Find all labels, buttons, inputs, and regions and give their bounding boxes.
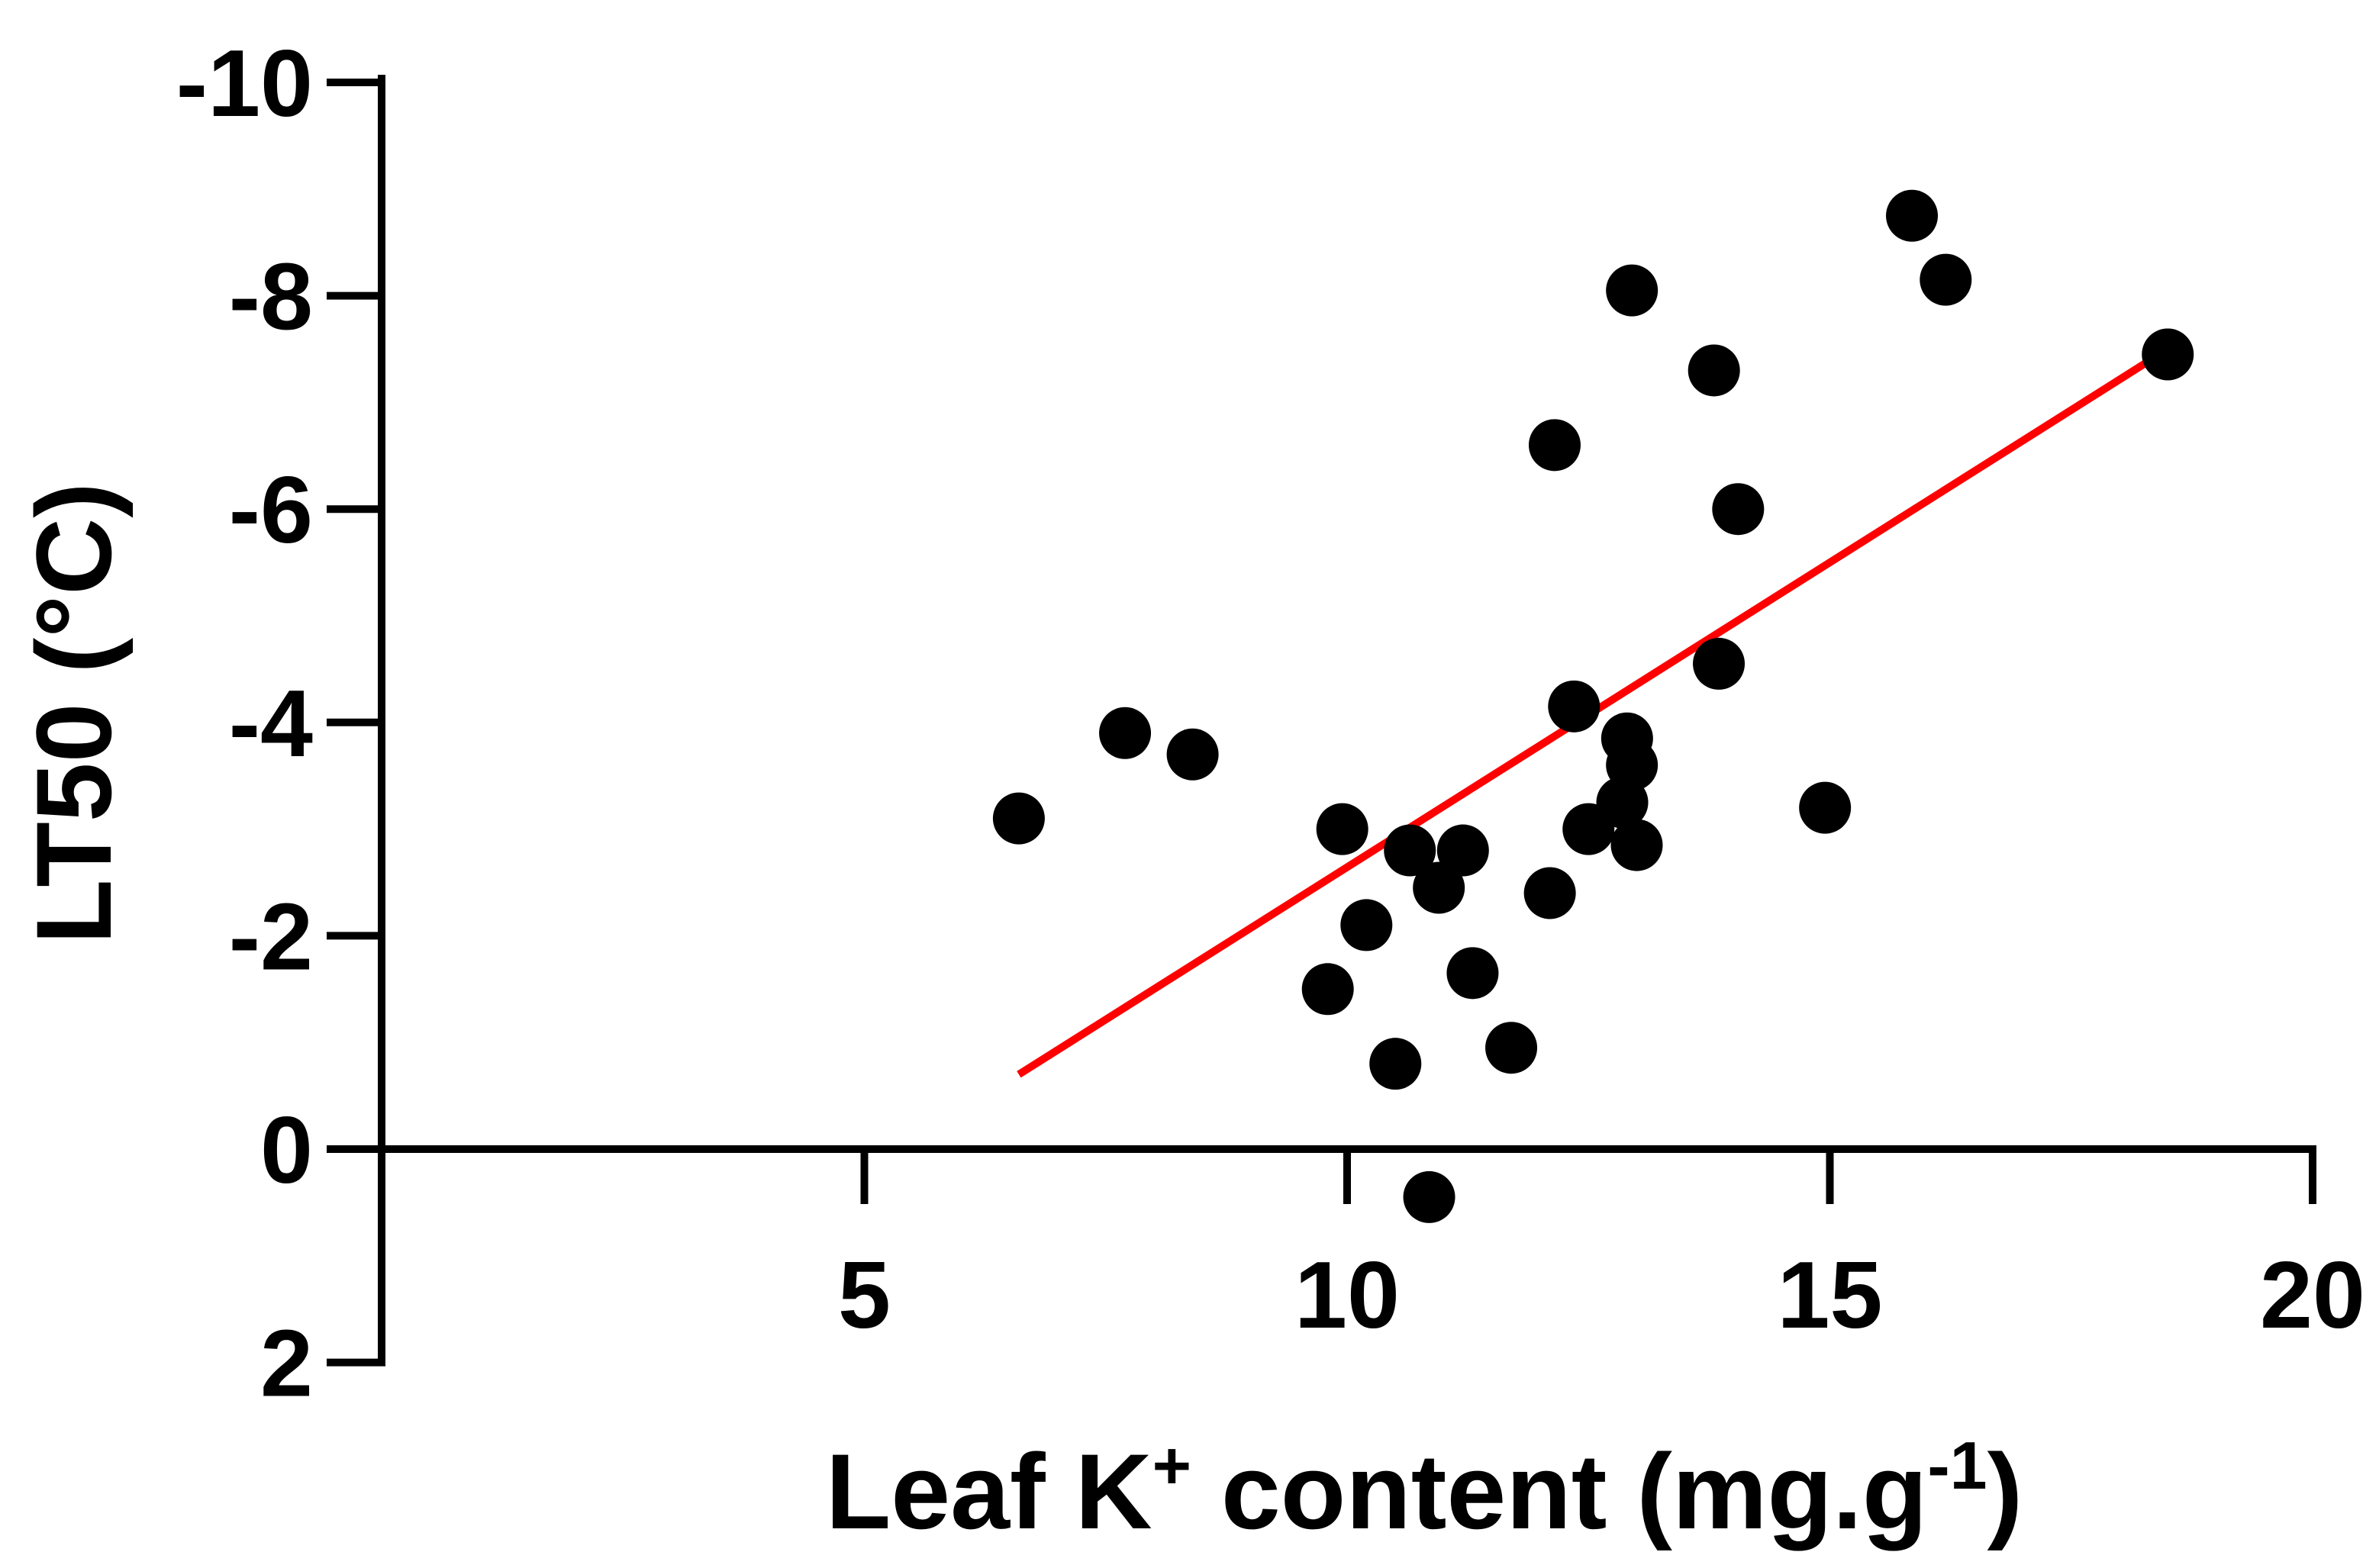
tick-labels: -10 -8 -6 -4 -2 0 2 5 10 15 20 bbox=[176, 31, 2365, 1417]
data-point bbox=[1528, 419, 1581, 472]
data-point bbox=[1340, 899, 1393, 951]
data-point bbox=[1413, 861, 1465, 914]
data-point bbox=[1548, 680, 1601, 732]
data-point bbox=[1369, 1038, 1422, 1090]
data-point bbox=[1384, 824, 1436, 877]
data-point bbox=[1606, 264, 1659, 317]
y-tick-label: 0 bbox=[260, 1098, 313, 1203]
y-tick-label: -6 bbox=[229, 458, 313, 563]
axes bbox=[327, 75, 2316, 1367]
data-point bbox=[1920, 253, 1972, 306]
data-point bbox=[1799, 781, 1852, 834]
data-point bbox=[2142, 328, 2194, 381]
data-point bbox=[1403, 1170, 1455, 1223]
x-title-sup2: -1 bbox=[1927, 1428, 1987, 1503]
y-tick-label: -10 bbox=[176, 31, 313, 137]
x-title-main: Leaf K bbox=[826, 1431, 1152, 1551]
data-point bbox=[1712, 483, 1765, 536]
data-point bbox=[1301, 963, 1354, 1016]
x-tick-label: 15 bbox=[1778, 1243, 1883, 1348]
y-tick-label: -2 bbox=[229, 884, 313, 990]
y-tick-label: 2 bbox=[260, 1312, 313, 1417]
x-title-after: content (mg.g bbox=[1191, 1431, 1927, 1551]
data-point bbox=[1693, 637, 1746, 690]
data-point bbox=[1523, 867, 1576, 919]
y-tick-label: -4 bbox=[229, 671, 313, 777]
data-points bbox=[992, 189, 2194, 1223]
y-tick-label: -8 bbox=[229, 245, 313, 350]
data-point bbox=[1485, 1022, 1538, 1074]
y-axis-title: LT50 (°C) bbox=[14, 482, 134, 945]
x-tick-label: 5 bbox=[838, 1243, 891, 1348]
x-tick-label: 20 bbox=[2260, 1243, 2365, 1348]
x-tick-label: 10 bbox=[1294, 1243, 1400, 1348]
x-axis-title: Leaf K+ content (mg.g-1) bbox=[826, 1428, 2023, 1551]
x-title-end: ) bbox=[1987, 1431, 2023, 1551]
data-point bbox=[1099, 707, 1152, 759]
data-point bbox=[1606, 739, 1659, 791]
data-point bbox=[1446, 947, 1499, 1000]
data-point bbox=[1610, 819, 1663, 871]
data-point bbox=[1688, 344, 1740, 397]
data-point bbox=[992, 792, 1045, 845]
data-point bbox=[1436, 824, 1489, 877]
data-point bbox=[1316, 803, 1368, 855]
x-title-sup: + bbox=[1152, 1428, 1191, 1503]
data-point bbox=[1166, 728, 1219, 781]
data-point bbox=[1886, 189, 1939, 242]
